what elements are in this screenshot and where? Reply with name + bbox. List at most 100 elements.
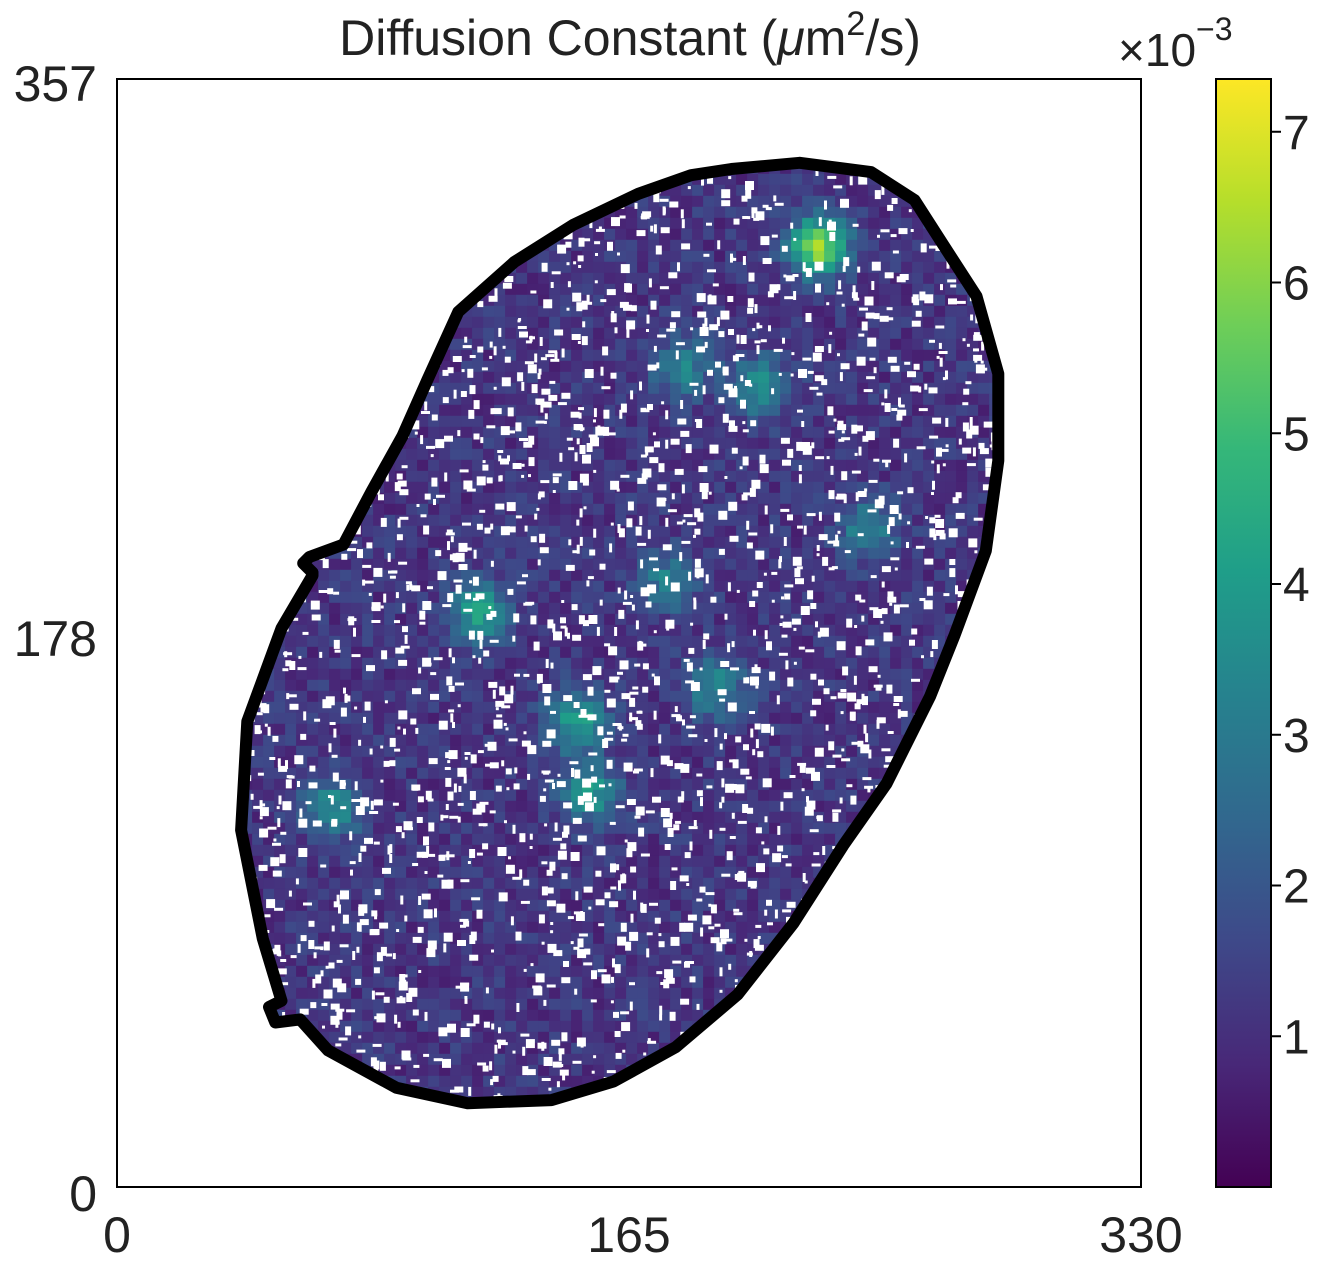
- heatmap-cell: [318, 910, 330, 923]
- heatmap-cell: [593, 514, 605, 527]
- heatmap-cell: [659, 844, 671, 857]
- heatmap-cell: [450, 382, 462, 395]
- heatmap-cell: [362, 646, 374, 659]
- heatmap-cell: [582, 305, 594, 318]
- heatmap-cell: [901, 712, 913, 725]
- heatmap-cell: [571, 327, 583, 340]
- heatmap-cell: [450, 800, 462, 813]
- heatmap-cell: [571, 723, 583, 736]
- heatmap-cell: [637, 536, 649, 549]
- heatmap-cell: [494, 591, 506, 604]
- heatmap-cell: [285, 899, 297, 912]
- heatmap-cell: [516, 283, 528, 296]
- heatmap-cell: [846, 239, 858, 252]
- heatmap-cell: [483, 382, 495, 395]
- heatmap-cell: [406, 558, 418, 571]
- heatmap-cell: [505, 294, 517, 307]
- heatmap-cell: [395, 690, 407, 703]
- heatmap-cell: [362, 679, 374, 692]
- heatmap-cell: [791, 866, 803, 879]
- heatmap-cell: [626, 789, 638, 802]
- heatmap-cell: [362, 866, 374, 879]
- heatmap-cell: [714, 382, 726, 395]
- heatmap-cell: [901, 701, 913, 714]
- heatmap-cell: [384, 536, 396, 549]
- heatmap-cell: [527, 492, 539, 505]
- heatmap-cell: [637, 602, 649, 615]
- heatmap-cell: [758, 866, 770, 879]
- heatmap-cell: [626, 206, 638, 219]
- heatmap-cell: [307, 789, 319, 802]
- heatmap-cell: [835, 558, 847, 571]
- heatmap-cell: [461, 888, 473, 901]
- heatmap-cell: [571, 536, 583, 549]
- heatmap-cell: [604, 514, 616, 527]
- heatmap-cell: [593, 305, 605, 318]
- heatmap-cell: [791, 448, 803, 461]
- heatmap-cell: [703, 602, 715, 615]
- heatmap-cell: [329, 558, 341, 571]
- heatmap-cell: [461, 569, 473, 582]
- heatmap-cell: [395, 624, 407, 637]
- heatmap-cell: [417, 679, 429, 692]
- heatmap-cell: [780, 558, 792, 571]
- heatmap-cell: [791, 393, 803, 406]
- heatmap-cell: [846, 503, 858, 516]
- heatmap-cell: [582, 536, 594, 549]
- heatmap-cell: [318, 800, 330, 813]
- heatmap-cell: [626, 272, 638, 285]
- heatmap-cell: [450, 613, 462, 626]
- heatmap-cell: [857, 569, 869, 582]
- heatmap-cell: [681, 701, 693, 714]
- heatmap-cell: [439, 481, 451, 494]
- heatmap-cell: [604, 404, 616, 417]
- heatmap-cell: [538, 932, 550, 945]
- heatmap-cell: [549, 690, 561, 703]
- heatmap-cell: [758, 217, 770, 230]
- heatmap-cell: [593, 415, 605, 428]
- heatmap-cell: [483, 932, 495, 945]
- heatmap-cell: [406, 745, 418, 758]
- heatmap-cell: [549, 382, 561, 395]
- heatmap-cell: [362, 910, 374, 923]
- heatmap-cell: [472, 932, 484, 945]
- heatmap-cell: [560, 943, 572, 956]
- heatmap-cell: [505, 569, 517, 582]
- heatmap-cell: [362, 844, 374, 857]
- heatmap-cell: [406, 646, 418, 659]
- heatmap-cell: [659, 866, 671, 879]
- heatmap-cell: [450, 349, 462, 362]
- heatmap-cell: [395, 701, 407, 714]
- heatmap-cell: [912, 679, 924, 692]
- heatmap-cell: [681, 448, 693, 461]
- heatmap-cell: [439, 547, 451, 560]
- heatmap-cell: [538, 833, 550, 846]
- heatmap-cell: [549, 371, 561, 384]
- heatmap-cell: [659, 734, 671, 747]
- heatmap-cell: [483, 921, 495, 934]
- heatmap-cell: [659, 778, 671, 791]
- heatmap-cell: [604, 613, 616, 626]
- heatmap-cell: [395, 954, 407, 967]
- heatmap-cell: [571, 525, 583, 538]
- heatmap-cell: [813, 635, 825, 648]
- heatmap-cell: [824, 294, 836, 307]
- heatmap-cell: [868, 778, 880, 791]
- heatmap-cell: [791, 767, 803, 780]
- heatmap-cell: [516, 800, 528, 813]
- heatmap-cell: [637, 415, 649, 428]
- heatmap-cell: [505, 811, 517, 824]
- heatmap-cell: [681, 844, 693, 857]
- heatmap-cell: [296, 778, 308, 791]
- heatmap-cell: [868, 525, 880, 538]
- heatmap-cell: [538, 514, 550, 527]
- heatmap-cell: [692, 635, 704, 648]
- heatmap-cell: [758, 635, 770, 648]
- heatmap-cell: [648, 261, 660, 274]
- heatmap-cell: [659, 943, 671, 956]
- heatmap-cell: [395, 910, 407, 923]
- heatmap-cell: [879, 437, 891, 450]
- heatmap-cell: [538, 547, 550, 560]
- heatmap-cell: [835, 536, 847, 549]
- heatmap-cell: [923, 338, 935, 351]
